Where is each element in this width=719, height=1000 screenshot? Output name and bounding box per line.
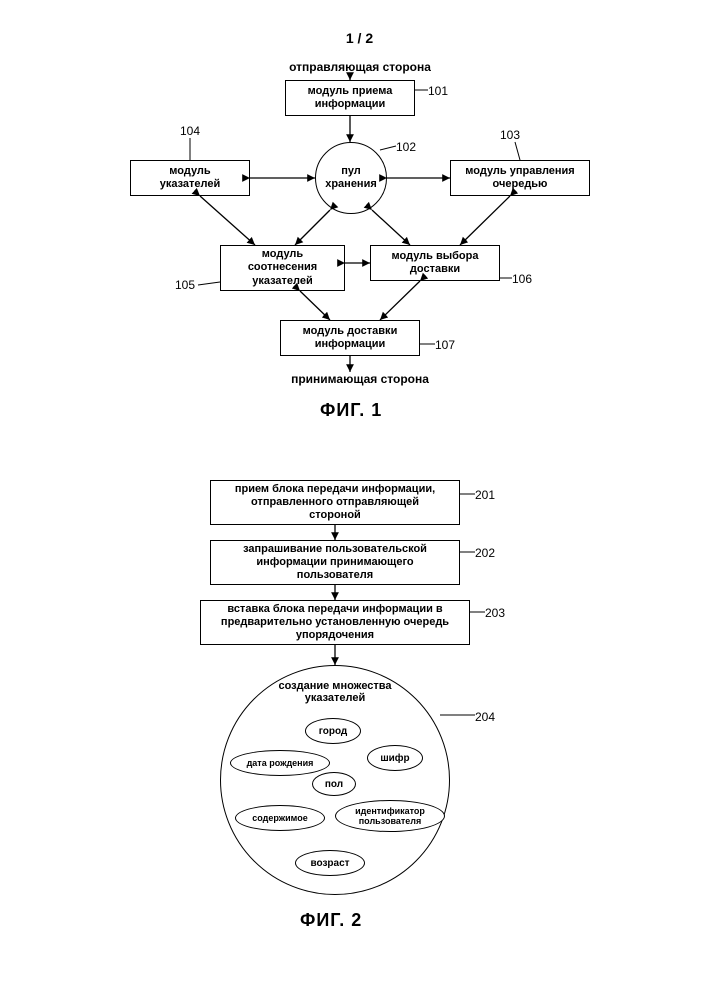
node-102: пулхранения bbox=[315, 142, 387, 214]
bubble-cipher: шифр bbox=[367, 745, 423, 771]
fig1-bottom-text: принимающая сторона bbox=[260, 372, 460, 386]
ref-107: 107 bbox=[435, 338, 455, 352]
fig1-top-text: отправляющая сторона bbox=[260, 60, 460, 74]
ref-203: 203 bbox=[485, 606, 505, 620]
ref-103: 103 bbox=[500, 128, 520, 142]
page-number: 1 / 2 bbox=[346, 30, 373, 46]
ref-105: 105 bbox=[175, 278, 195, 292]
bubble-city: город bbox=[305, 718, 361, 744]
ref-101: 101 bbox=[428, 84, 448, 98]
node-107: модуль доставкиинформации bbox=[280, 320, 420, 356]
node-101: модуль приемаинформации bbox=[285, 80, 415, 116]
ref-102: 102 bbox=[396, 140, 416, 154]
figure-1: отправляющая сторона модуль приемаинформ… bbox=[80, 60, 640, 440]
ref-106: 106 bbox=[512, 272, 532, 286]
node-103: модуль управленияочередью bbox=[450, 160, 590, 196]
page: 1 / 2 отправляющая сторона модуль приема… bbox=[0, 0, 719, 1000]
bubble-gender: пол bbox=[312, 772, 356, 796]
ref-202: 202 bbox=[475, 546, 495, 560]
step-203: вставка блока передачи информации впредв… bbox=[200, 600, 470, 645]
ref-201: 201 bbox=[475, 488, 495, 502]
figure-2: прием блока передачи информации,отправле… bbox=[120, 480, 600, 960]
bubble-dob: дата рождения bbox=[230, 750, 330, 776]
ref-104: 104 bbox=[180, 124, 200, 138]
ref-204: 204 bbox=[475, 710, 495, 724]
bubble-content: содержимое bbox=[235, 805, 325, 831]
node-105: модульсоотнесенияуказателей bbox=[220, 245, 345, 291]
fig1-label: ФИГ. 1 bbox=[320, 400, 382, 421]
node-104: модульуказателей bbox=[130, 160, 250, 196]
step-202: запрашивание пользовательскойинформации … bbox=[210, 540, 460, 585]
step-201: прием блока передачи информации,отправле… bbox=[210, 480, 460, 525]
fig2-label: ФИГ. 2 bbox=[300, 910, 362, 931]
step-204-label: создание множествауказателей bbox=[265, 680, 405, 704]
bubble-age: возраст bbox=[295, 850, 365, 876]
node-106: модуль выборадоставки bbox=[370, 245, 500, 281]
bubble-userid: идентификаторпользователя bbox=[335, 800, 445, 832]
